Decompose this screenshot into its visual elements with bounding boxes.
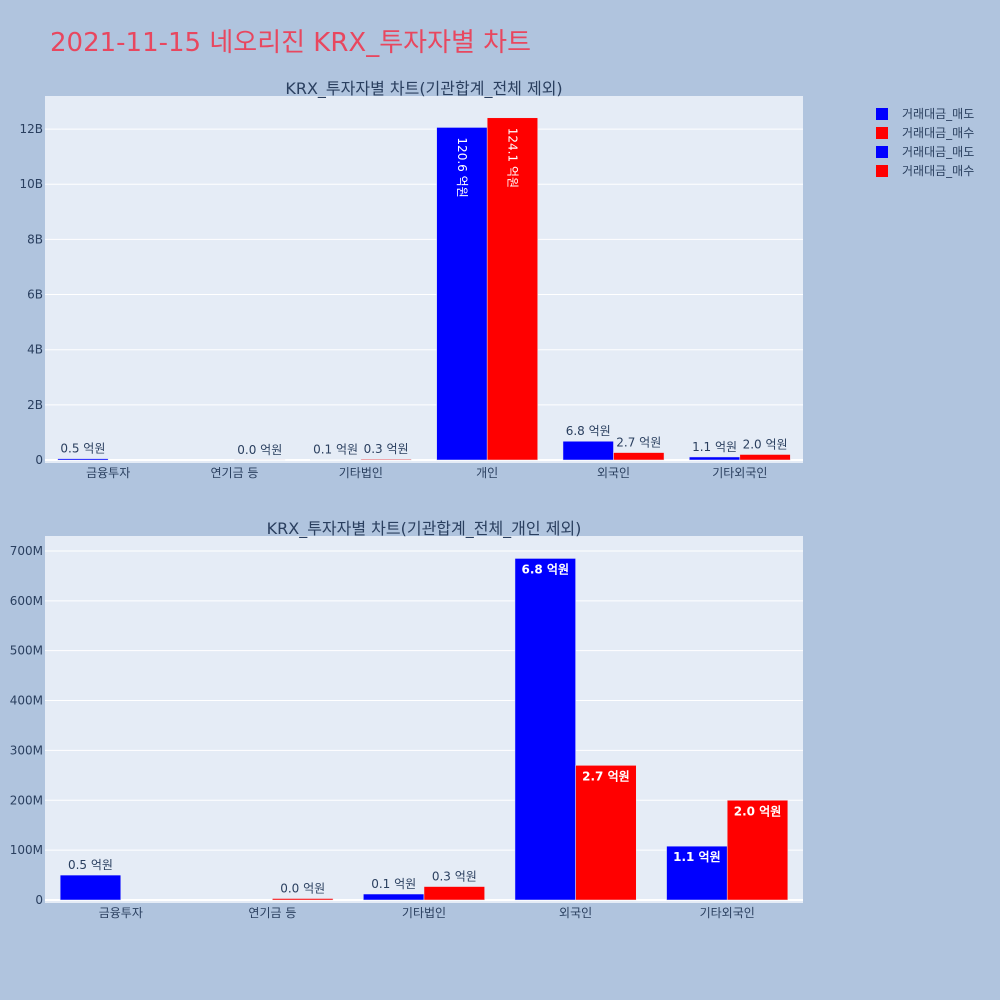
- bar: [272, 898, 334, 901]
- bar-data-label: 0.3 억원: [432, 870, 477, 884]
- legend-label: 거래대금_매도: [902, 145, 975, 159]
- y-tick-label: 100M: [10, 843, 43, 857]
- bar-data-label: 2.7 억원: [616, 436, 661, 450]
- x-tick-label: 외국인: [597, 466, 630, 480]
- y-tick-label: 0: [35, 453, 43, 467]
- page-title: 2021-11-15 네오리진 KRX_투자자별 차트: [50, 28, 532, 58]
- y-tick-label: 400M: [10, 694, 43, 708]
- y-tick-label: 2B: [27, 398, 43, 412]
- bar-data-label: 1.1 억원: [692, 440, 737, 454]
- y-tick-label: 4B: [27, 343, 43, 357]
- bar-data-label: 2.0 억원: [734, 804, 782, 818]
- bar-data-label: 124.1 억원: [505, 128, 519, 188]
- bar: [575, 765, 637, 901]
- y-tick-label: 600M: [10, 594, 43, 608]
- bar: [739, 454, 791, 461]
- bar-data-label: 0.0 억원: [280, 882, 325, 896]
- x-tick-label: 외국인: [559, 906, 592, 920]
- bar-data-label: 1.1 억원: [673, 850, 721, 864]
- chart-subtitle: KRX_투자자별 차트(기관합계_전체 제외): [285, 79, 562, 99]
- bar-data-label: 0.3 억원: [364, 442, 409, 456]
- bar: [486, 117, 538, 461]
- bar-data-label: 2.0 억원: [743, 437, 788, 451]
- bar: [613, 452, 665, 461]
- x-tick-label: 금융투자: [99, 906, 143, 920]
- legend: 거래대금_매도 거래대금_매수 거래대금_매도 거래대금_매수: [876, 104, 974, 180]
- legend-item[interactable]: 거래대금_매도: [876, 104, 974, 123]
- y-tick-label: 8B: [27, 232, 43, 246]
- x-tick-label: 기타법인: [339, 466, 383, 480]
- x-tick-label: 연기금 등: [248, 906, 296, 920]
- y-tick-label: 10B: [19, 177, 43, 191]
- x-tick-label: 연기금 등: [211, 466, 259, 480]
- bar: [57, 458, 109, 461]
- chart-subtitle: KRX_투자자별 차트(기관합계_전체_개인 제외): [267, 519, 582, 539]
- y-tick-label: 700M: [10, 544, 43, 558]
- bar: [562, 440, 614, 461]
- plot-area: [45, 536, 803, 903]
- bar-data-label: 120.6 억원: [455, 137, 469, 197]
- legend-item[interactable]: 거래대금_매수: [876, 161, 974, 180]
- bar: [363, 893, 425, 901]
- legend-swatch: [876, 164, 888, 177]
- x-tick-label: 금융투자: [86, 466, 130, 480]
- bar-data-label: 0.5 억원: [60, 442, 105, 456]
- x-tick-label: 기타외국인: [700, 906, 755, 920]
- bar: [59, 874, 122, 901]
- x-tick-label: 기타외국인: [712, 466, 767, 480]
- legend-label: 거래대금_매수: [902, 164, 975, 178]
- bar: [726, 800, 789, 901]
- y-tick-label: 200M: [10, 793, 43, 807]
- bar-data-label: 2.7 억원: [582, 769, 630, 783]
- bar: [423, 886, 485, 901]
- bar: [360, 458, 412, 461]
- y-tick-label: 300M: [10, 743, 43, 757]
- y-tick-label: 500M: [10, 644, 43, 658]
- y-tick-label: 12B: [19, 122, 43, 136]
- legend-swatch: [876, 107, 888, 120]
- bar: [514, 558, 576, 901]
- bar-data-label: 6.8 억원: [522, 562, 570, 576]
- bar-data-label: 0.0 억원: [237, 443, 282, 457]
- legend-item[interactable]: 거래대금_매수: [876, 123, 974, 142]
- legend-label: 거래대금_매도: [902, 107, 975, 121]
- bar-data-label: 6.8 억원: [566, 424, 611, 438]
- bar: [666, 845, 728, 901]
- x-tick-label: 개인: [476, 466, 498, 480]
- y-tick-label: 6B: [27, 288, 43, 302]
- bar: [436, 127, 488, 461]
- legend-item[interactable]: 거래대금_매도: [876, 142, 974, 161]
- x-tick-label: 기타법인: [402, 906, 446, 920]
- bar-data-label: 0.1 억원: [371, 877, 416, 891]
- y-tick-label: 0: [35, 893, 43, 907]
- bar-chart-top: 0 2B 4B 6B 8B 10B 12B KRX_투자자별 차트(기관합계_전체 제외) 금융…: [19, 79, 803, 480]
- legend-swatch: [876, 145, 888, 158]
- bar-data-label: 0.5 억원: [68, 858, 113, 872]
- plot-area: [45, 96, 803, 463]
- legend-swatch: [876, 126, 888, 139]
- bar-data-label: 0.1 억원: [313, 443, 358, 457]
- legend-label: 거래대금_매수: [902, 126, 975, 140]
